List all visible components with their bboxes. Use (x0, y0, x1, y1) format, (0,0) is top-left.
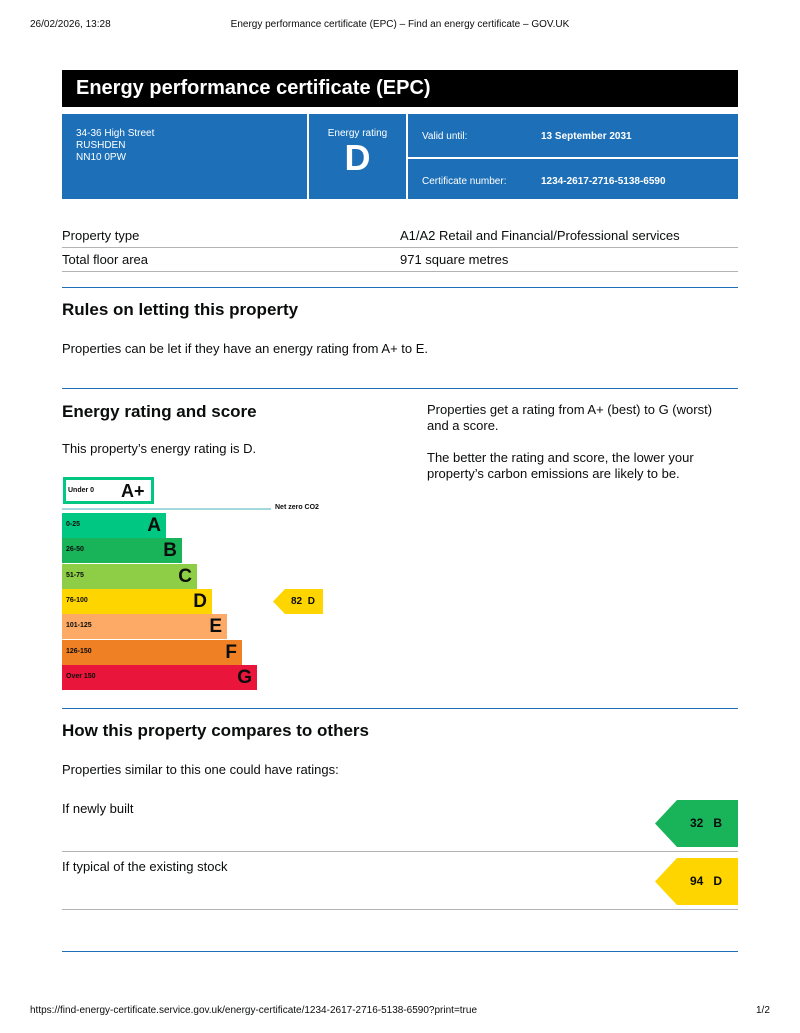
address: 34-36 High Street RUSHDEN NN10 0PW (62, 114, 307, 199)
cert-value: 1234-2617-2716-5138-6590 (541, 176, 666, 187)
address-line: 34-36 High Street (76, 128, 155, 139)
arrow-shape (655, 800, 738, 847)
detail-label: Total floor area (62, 252, 148, 267)
current-score: 82 (291, 596, 303, 607)
rating-text: This property’s energy rating is D. (62, 441, 257, 456)
print-date: 26/02/2026, 13:28 (30, 19, 111, 30)
address-line: NN10 0PW (76, 152, 127, 163)
band-letter: G (237, 666, 252, 688)
band-letter: B (163, 540, 177, 562)
rules-text: Properties can be let if they have an en… (62, 341, 429, 356)
valid-until: Valid until: 13 September 2031 (408, 114, 738, 157)
valid-label: Valid until: (422, 131, 468, 142)
band-g: Over 150 G (62, 664, 257, 690)
rules-heading: Rules on letting this property (62, 300, 299, 319)
band-d: 76-100 D (62, 588, 212, 614)
rating-explainer-1: Properties get a rating from A+ (best) t… (427, 402, 713, 433)
page-title: Energy performance certificate (EPC) (62, 70, 738, 107)
compare-letter: D (713, 874, 723, 888)
arrow-shape (655, 858, 738, 905)
detail-row: Total floor area 971 square metres (62, 248, 738, 272)
band-range: 26-50 (66, 546, 84, 554)
band-letter: C (178, 565, 192, 587)
footer-url: https://find-energy-certificate.service.… (30, 1005, 478, 1016)
page-number: 1/2 (756, 1005, 770, 1016)
band-range: 101-125 (66, 622, 92, 630)
address-line: RUSHDEN (76, 140, 126, 151)
net-zero-label: Net zero CO2 (275, 504, 319, 511)
band-letter: E (209, 616, 222, 638)
band-letter: A (147, 515, 161, 536)
divider (62, 287, 738, 288)
certificate-number: Certificate number: 1234-2617-2716-5138-… (408, 159, 738, 199)
band-range: Under 0 (68, 487, 95, 494)
band-letter: A+ (121, 481, 145, 501)
rating-heading: Energy rating and score (62, 402, 257, 421)
compare-intro: Properties similar to this one could hav… (62, 762, 339, 777)
detail-label: Property type (62, 228, 140, 243)
current-rating-arrow: 82 D (273, 589, 323, 614)
compare-letter: B (713, 816, 723, 830)
compare-arrow: 94 D (655, 858, 738, 905)
band-range: 76-100 (66, 596, 88, 604)
compare-row: If typical of the existing stock 94 D (62, 858, 738, 910)
energy-rating-value: D (344, 137, 371, 178)
compare-row: If newly built 32 B (62, 800, 738, 852)
band-a: 0-25 A (62, 513, 166, 538)
arrow-shape (273, 589, 323, 614)
band-range: 51-75 (66, 571, 84, 579)
band-range: 126-150 (66, 647, 92, 655)
compare-heading: How this property compares to others (62, 721, 369, 740)
divider (62, 708, 738, 709)
energy-rating-label: Energy rating (327, 128, 388, 139)
rating-explainer-2: The better the rating and score, the low… (427, 450, 694, 481)
band-letter: D (193, 590, 207, 612)
band-e: 101-125 E (62, 614, 227, 640)
net-zero-line (62, 508, 271, 510)
current-letter: D (307, 596, 315, 607)
compare-label: If typical of the existing stock (62, 859, 228, 874)
band-f: 126-150 F (62, 639, 242, 665)
compare-label: If newly built (62, 801, 134, 816)
band-range: 0-25 (66, 521, 81, 528)
compare-arrow: 32 B (655, 800, 738, 847)
valid-value: 13 September 2031 (541, 131, 632, 142)
compare-score: 94 (690, 874, 704, 888)
print-title: Energy performance certificate (EPC) – F… (230, 19, 570, 30)
band-letter: F (225, 641, 237, 663)
band-aplus: Under 0 A+ (63, 477, 154, 504)
band-range: Over 150 (66, 672, 96, 680)
compare-score: 32 (690, 816, 704, 830)
band-b: 26-50 B (62, 538, 182, 564)
divider (62, 388, 738, 389)
energy-rating-box: Energy rating D (309, 114, 406, 199)
detail-value: A1/A2 Retail and Financial/Professional … (400, 228, 680, 243)
cert-label: Certificate number: (422, 176, 507, 187)
detail-row: Property type A1/A2 Retail and Financial/… (62, 224, 738, 248)
detail-value: 971 square metres (400, 252, 509, 267)
band-c: 51-75 C (62, 563, 197, 589)
divider (62, 951, 738, 952)
